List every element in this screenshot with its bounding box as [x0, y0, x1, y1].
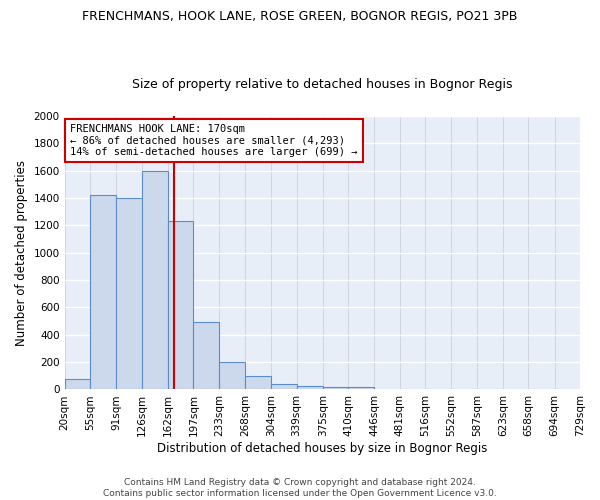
- Bar: [168, 221, 193, 390]
- Bar: [65, 378, 90, 390]
- Bar: [296, 386, 323, 390]
- Bar: [142, 170, 168, 390]
- Y-axis label: Number of detached properties: Number of detached properties: [15, 160, 28, 346]
- Bar: [193, 322, 220, 390]
- Bar: [348, 388, 374, 390]
- Bar: [220, 362, 245, 390]
- Bar: [245, 376, 271, 390]
- Title: Size of property relative to detached houses in Bognor Regis: Size of property relative to detached ho…: [132, 78, 512, 91]
- X-axis label: Distribution of detached houses by size in Bognor Regis: Distribution of detached houses by size …: [157, 442, 488, 455]
- Bar: [271, 384, 296, 390]
- Text: FRENCHMANS HOOK LANE: 170sqm
← 86% of detached houses are smaller (4,293)
14% of: FRENCHMANS HOOK LANE: 170sqm ← 86% of de…: [70, 124, 358, 157]
- Text: Contains HM Land Registry data © Crown copyright and database right 2024.
Contai: Contains HM Land Registry data © Crown c…: [103, 478, 497, 498]
- Text: FRENCHMANS, HOOK LANE, ROSE GREEN, BOGNOR REGIS, PO21 3PB: FRENCHMANS, HOOK LANE, ROSE GREEN, BOGNO…: [82, 10, 518, 23]
- Bar: [90, 195, 116, 390]
- Bar: [323, 386, 348, 390]
- Bar: [116, 198, 142, 390]
